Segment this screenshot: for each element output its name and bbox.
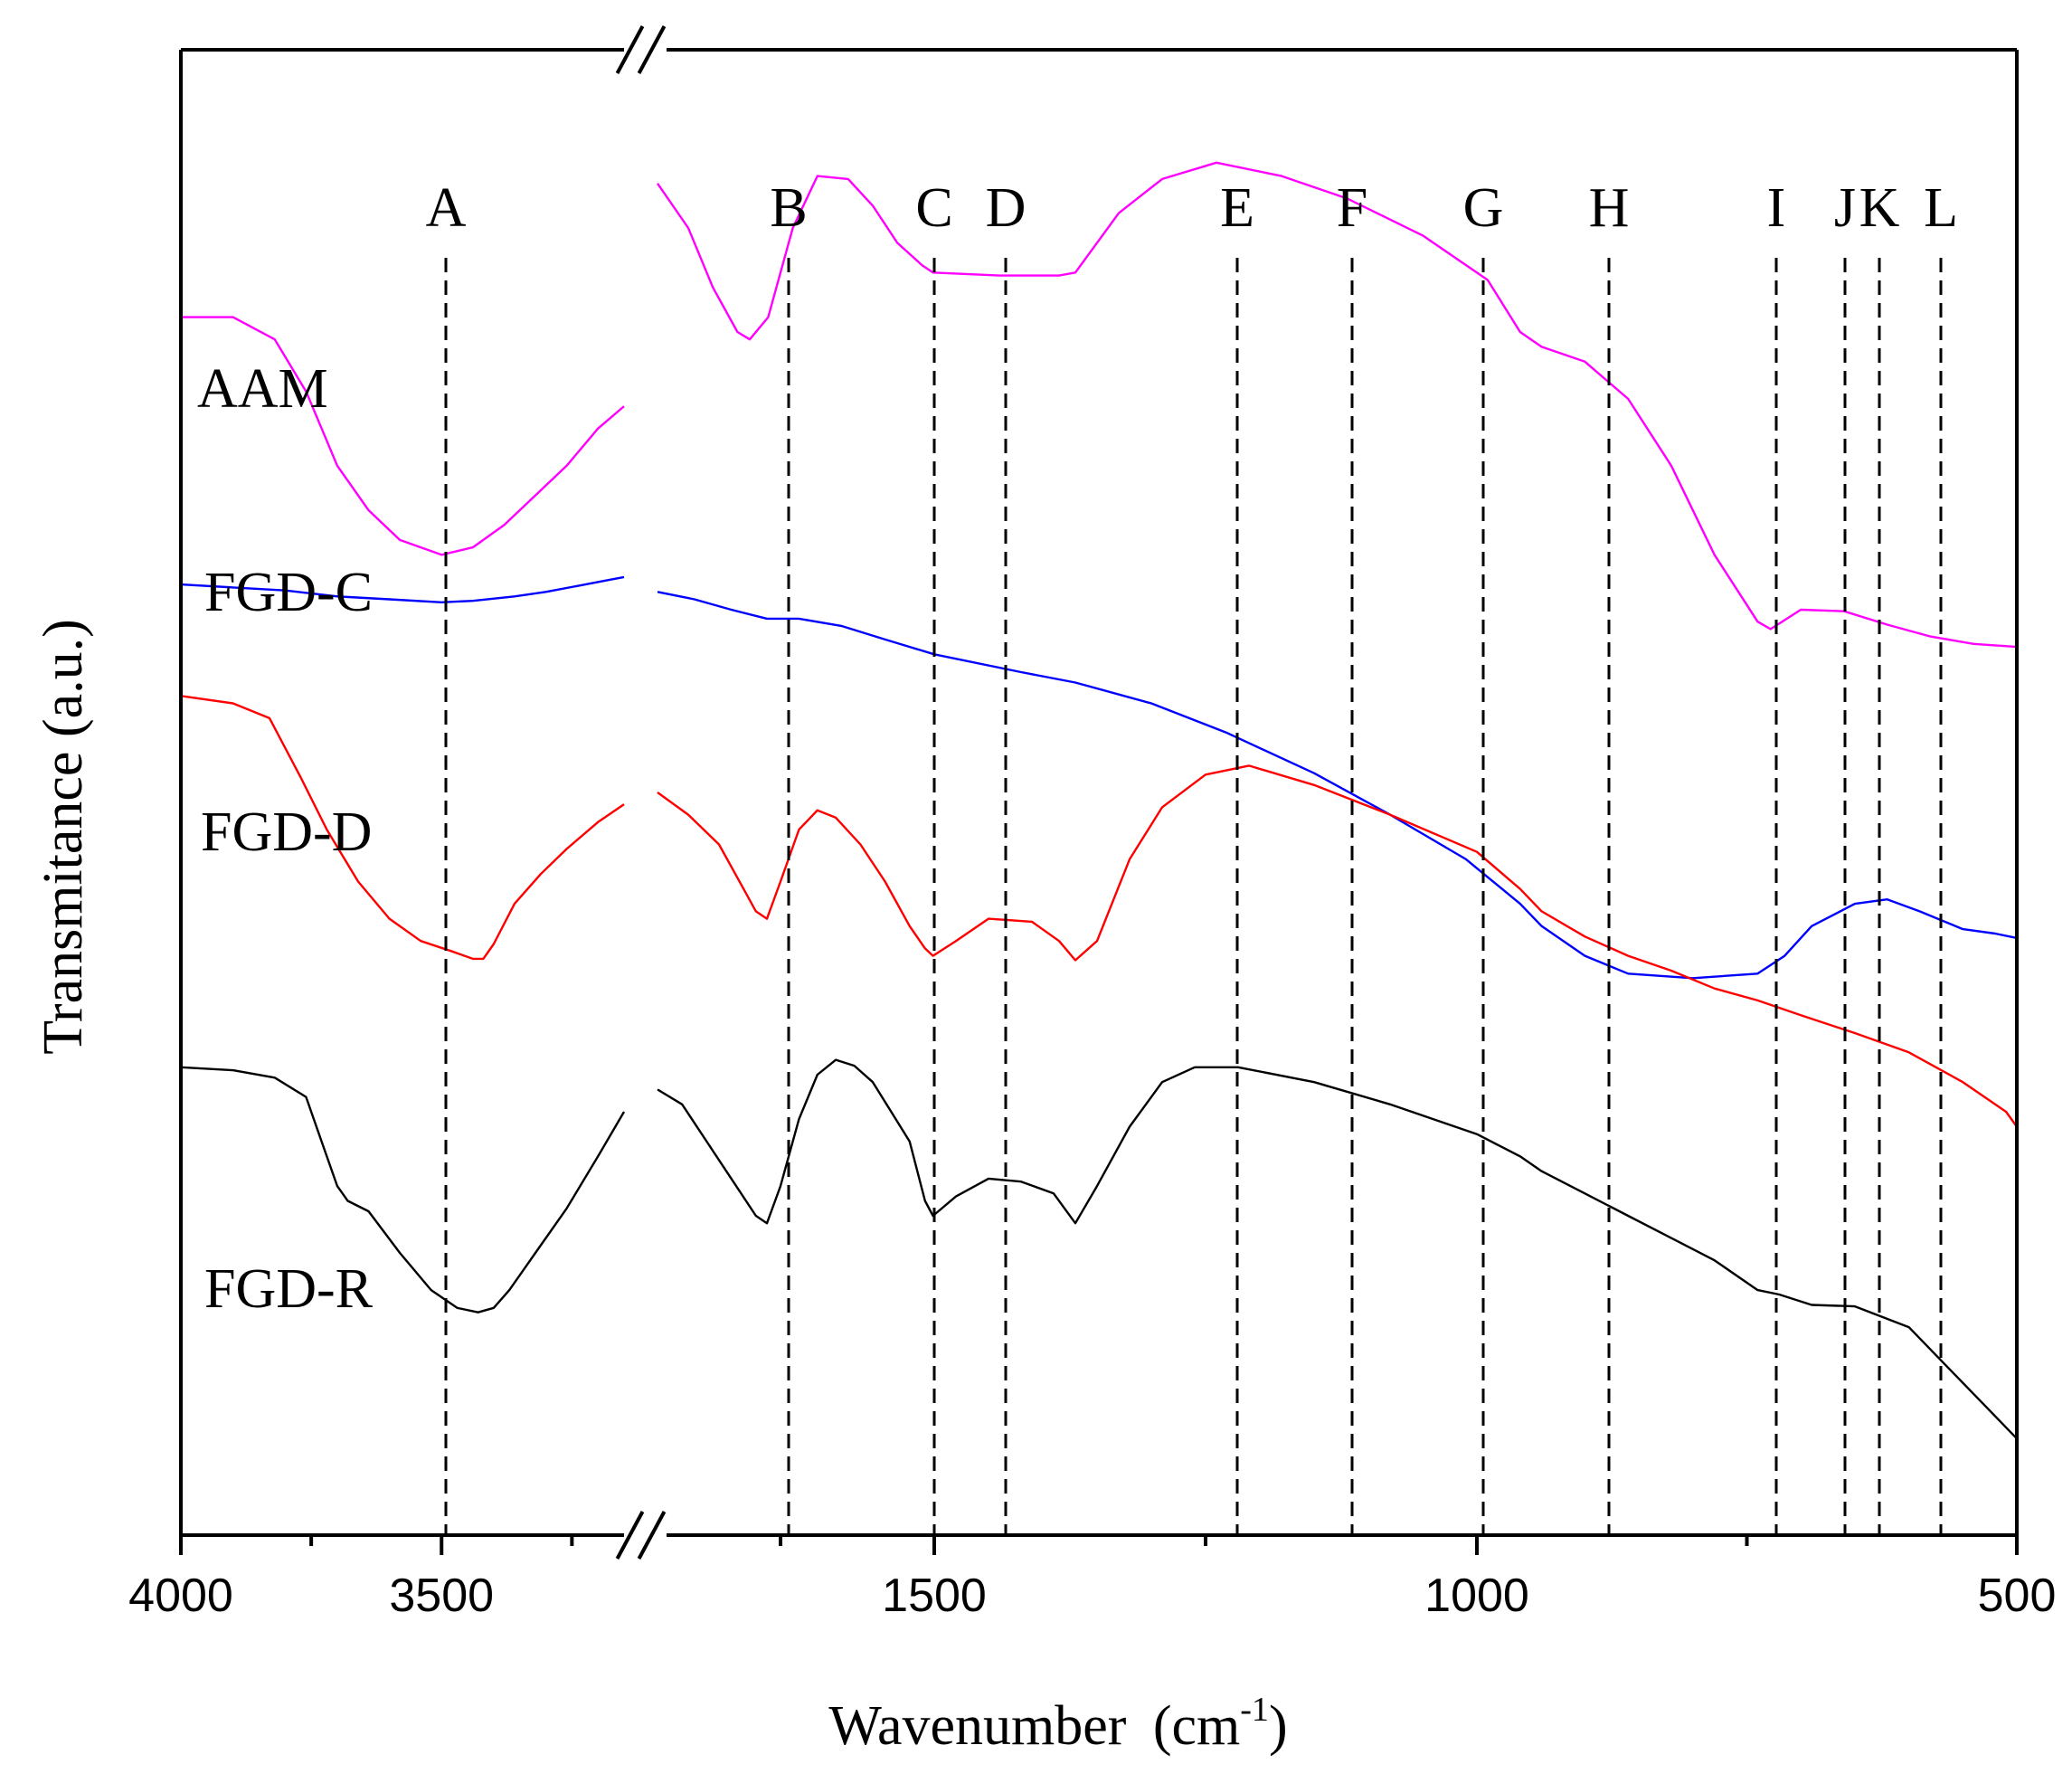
tick-label-3: 1000: [1424, 1570, 1529, 1622]
reference-label-c: C: [915, 177, 952, 239]
reference-label-a: A: [426, 177, 467, 239]
series-label-fgd-r: FGD-R: [204, 1258, 374, 1320]
reference-label-k: K: [1859, 177, 1900, 239]
series-layer: [180, 161, 2019, 1447]
reference-label-f: F: [1337, 177, 1367, 239]
series-label-fgd-c: FGD-C: [204, 562, 373, 623]
reference-label-j: J: [1834, 177, 1856, 239]
series-fgd-c-right: [657, 591, 2019, 980]
axis-break-bottom-1: [637, 1511, 667, 1560]
reference-label-b: B: [770, 177, 807, 239]
series-fgd-r-left: [180, 1066, 626, 1314]
reference-label-e: E: [1220, 177, 1254, 239]
axis-ticks: 4000 3500 1500 1000 500: [128, 1535, 2056, 1622]
axis-break-bottom-0: [615, 1511, 645, 1560]
tick-label-0: 4000: [128, 1570, 233, 1622]
series-fgd-d-left: [180, 695, 625, 961]
tick-label-2: 1500: [882, 1570, 987, 1622]
reference-label-i: I: [1767, 177, 1786, 239]
series-fgd-c-left: [180, 575, 625, 603]
tick-label-1: 3500: [389, 1570, 494, 1622]
labels: AAM FGD-C FGD-D FGD-R: [197, 358, 374, 1320]
reference-label-l: L: [1924, 177, 1958, 239]
series-label-fgd-d: FGD-D: [201, 801, 372, 863]
plot-frame: [179, 25, 2019, 1560]
reference-label-d: D: [986, 177, 1027, 239]
x-axis-title: Wavenumber (cm-1): [828, 1691, 1287, 1757]
axis-break-top-1: [637, 25, 667, 74]
x-axis-unit-superscript: -1: [1240, 1691, 1269, 1729]
series-aam-left: [181, 316, 625, 556]
reference-label-g: G: [1463, 177, 1504, 239]
series-label-aam: AAM: [197, 358, 328, 420]
y-axis-title: Transmitance (a.u.): [33, 619, 94, 1055]
axis-break-top-0: [615, 25, 645, 74]
series-fgd-r-right: [657, 1058, 2019, 1447]
reference-label-h: H: [1589, 177, 1630, 239]
tick-label-4: 500: [1978, 1570, 2057, 1622]
